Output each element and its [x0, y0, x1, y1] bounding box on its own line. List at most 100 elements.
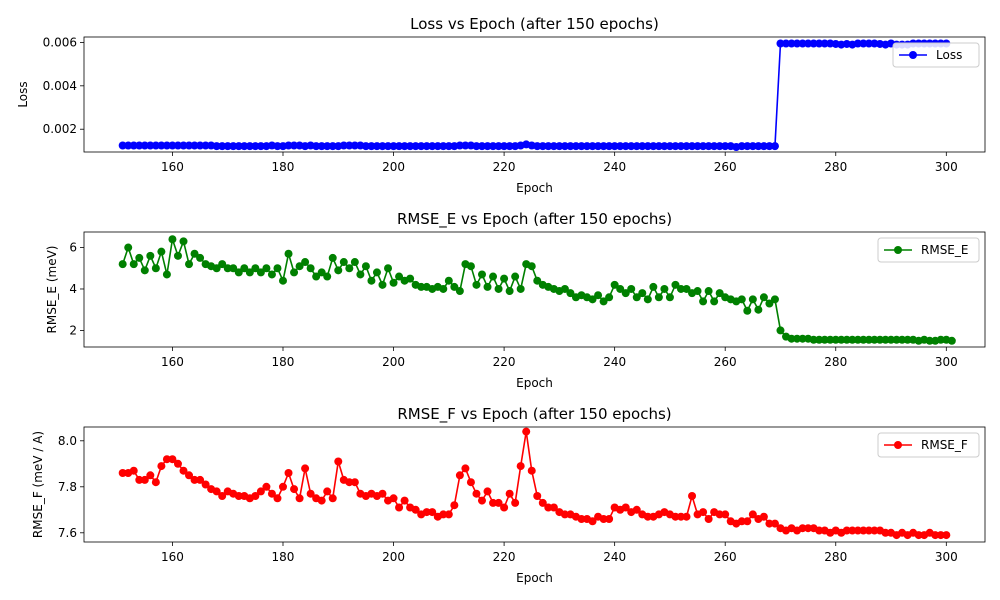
data-point [864, 39, 873, 48]
data-point [450, 501, 459, 510]
legend-marker [894, 441, 902, 449]
data-point [770, 519, 779, 528]
data-point [240, 264, 249, 273]
data-point [422, 142, 431, 151]
data-point [157, 247, 166, 256]
data-point [461, 464, 470, 473]
y-tick-label: 0.002 [43, 122, 77, 136]
data-point [428, 142, 437, 151]
data-point [577, 515, 586, 523]
data-point [146, 141, 155, 150]
data-point [759, 293, 768, 302]
x-tick-label: 180 [272, 550, 295, 564]
data-point [151, 478, 160, 487]
data-point [162, 270, 171, 279]
data-point [323, 487, 332, 496]
data-point [571, 142, 580, 151]
data-point [859, 526, 868, 535]
data-point [173, 251, 182, 260]
data-point [787, 39, 796, 48]
data-point [179, 466, 188, 475]
data-point [809, 39, 818, 48]
data-point [234, 268, 243, 277]
x-tick-label: 300 [935, 160, 958, 174]
data-point [135, 253, 144, 262]
x-tick-label: 300 [935, 550, 958, 564]
data-point [317, 496, 326, 505]
data-point [179, 141, 188, 150]
data-point [881, 335, 890, 344]
data-point [903, 335, 912, 344]
data-point [278, 276, 287, 285]
data-point [793, 334, 802, 343]
data-point [218, 142, 227, 151]
data-point [522, 427, 531, 436]
data-point [157, 462, 166, 471]
data-point [544, 142, 553, 151]
data-point [682, 142, 691, 151]
data-point [477, 496, 486, 505]
data-point [129, 466, 138, 475]
data-point [229, 264, 238, 273]
data-point [256, 142, 265, 151]
data-point [704, 142, 713, 151]
x-tick-label: 260 [714, 355, 737, 369]
legend-marker [894, 246, 902, 254]
data-point [676, 512, 685, 521]
data-point [494, 284, 503, 293]
data-point [693, 287, 702, 296]
x-tick-label: 240 [603, 160, 626, 174]
data-point [378, 489, 387, 498]
data-point [721, 142, 730, 151]
x-tick-label: 240 [603, 550, 626, 564]
data-point [212, 264, 221, 273]
data-point [538, 142, 547, 151]
data-point [599, 515, 608, 523]
data-point [240, 142, 249, 151]
data-point [776, 326, 785, 335]
data-point [361, 262, 370, 271]
legend-label: Loss [936, 48, 962, 62]
data-point [533, 276, 542, 285]
data-point [301, 258, 310, 267]
data-point [715, 289, 724, 298]
data-point [367, 276, 376, 285]
data-point [527, 466, 536, 475]
data-point [660, 284, 669, 293]
y-tick-label: 4 [69, 282, 77, 296]
data-point [710, 142, 719, 151]
data-point [914, 531, 923, 540]
data-point [533, 492, 542, 500]
data-point [632, 142, 641, 151]
series-line-RMSE_F [122, 431, 947, 536]
data-point [223, 142, 232, 151]
data-point [428, 508, 437, 517]
x-tick-label: 160 [161, 550, 184, 564]
data-point [699, 508, 708, 517]
data-point [290, 268, 299, 277]
x-tick-label: 300 [935, 355, 958, 369]
data-point [251, 264, 260, 273]
data-point [190, 141, 199, 150]
data-point [649, 282, 658, 291]
data-point [345, 478, 354, 487]
data-point [627, 284, 636, 293]
data-point [433, 142, 442, 151]
data-point [483, 142, 492, 151]
data-point [688, 142, 697, 151]
data-point [483, 282, 492, 291]
data-point [704, 515, 713, 523]
data-point [245, 142, 254, 151]
data-point [411, 142, 420, 151]
data-point [560, 284, 569, 293]
x-tick-label: 220 [493, 550, 516, 564]
data-point [782, 39, 791, 48]
data-point [168, 455, 177, 464]
data-point [190, 249, 199, 258]
x-axis-label: Epoch [516, 376, 553, 390]
data-point [715, 510, 724, 519]
data-point [267, 489, 276, 498]
data-point [328, 253, 337, 262]
x-tick-label: 280 [824, 160, 847, 174]
data-point [765, 142, 774, 151]
